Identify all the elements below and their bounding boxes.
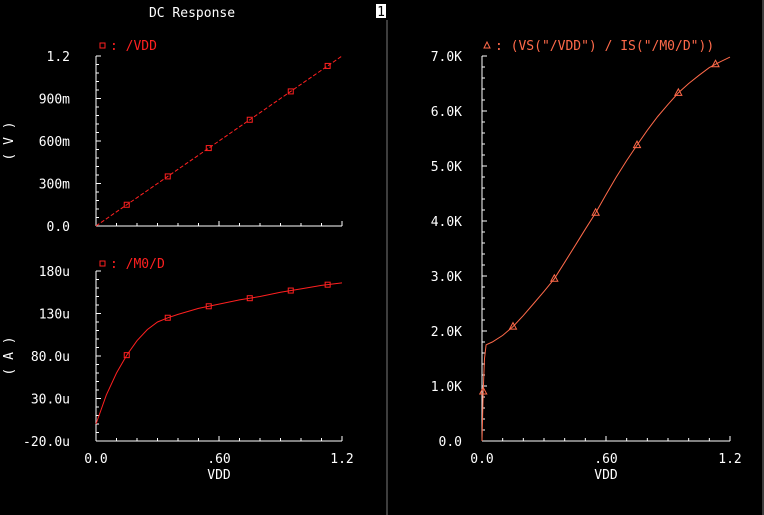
data-point-square — [324, 62, 331, 69]
data-point-square — [164, 173, 171, 180]
legend-square-marker — [99, 260, 106, 267]
legend-triangle-marker — [483, 40, 491, 49]
data-point-triangle — [478, 386, 488, 395]
y-tick-label: 900m — [39, 93, 70, 108]
y-tick-label: 30.0u — [31, 393, 70, 408]
data-point-triangle — [632, 140, 642, 149]
data-point-square — [205, 145, 212, 152]
y-tick-label: 5.0K — [431, 160, 462, 175]
data-point-square — [287, 287, 294, 294]
series-line — [481, 56, 731, 442]
y-tick-label: 0.0 — [47, 220, 70, 235]
y-tick-label: 300m — [39, 178, 70, 193]
legend-square-marker — [99, 42, 106, 49]
x-tick-label: .60 — [594, 452, 617, 467]
data-point-triangle — [591, 207, 601, 216]
subwindow-indicator[interactable]: 1 — [376, 4, 386, 20]
chart-top-left-vdd: 0.0 300m 600m 900m 1.2 ( V ) : /VDD — [2, 39, 343, 235]
data-point-triangle — [673, 87, 683, 96]
x-tick-label: .60 — [207, 452, 230, 467]
x-tick-label: 1.2 — [330, 452, 353, 467]
legend-label: : /M0/D — [110, 257, 165, 272]
y-tick-label: 2.0K — [431, 325, 462, 340]
x-tick-label: 1.2 — [718, 452, 741, 467]
data-point-square — [123, 201, 130, 208]
legend-label: : /VDD — [110, 39, 157, 54]
data-point-square — [205, 303, 212, 310]
data-point-square — [246, 116, 253, 123]
y-tick-label: 6.0K — [431, 105, 462, 120]
y-tick-label: 7.0K — [431, 50, 462, 65]
subwindow-indicator-label: 1 — [377, 5, 385, 20]
data-point-triangle — [549, 273, 559, 282]
window-title: DC Response — [149, 6, 235, 21]
chart-bottom-left-m0d: -20.0u 30.0u 80.0u 130u 180u 0.0 .60 1.2 VDD ( A … — [2, 257, 354, 483]
data-point-square — [123, 352, 130, 359]
y-tick-label: -20.0u — [23, 435, 70, 450]
y-tick-label: 1.2 — [47, 50, 70, 65]
y-tick-label: 180u — [39, 265, 70, 280]
x-tick-label: 0.0 — [84, 452, 107, 467]
data-point-square — [287, 88, 294, 95]
y-tick-label: 3.0K — [431, 270, 462, 285]
data-point-square — [246, 295, 253, 302]
x-axis-label: VDD — [594, 468, 618, 483]
data-point-triangle — [508, 321, 518, 330]
y-tick-label: 80.0u — [31, 350, 70, 365]
y-axis-label: ( A ) — [2, 336, 17, 375]
x-tick-label: 0.0 — [470, 452, 493, 467]
y-tick-label: 600m — [39, 135, 70, 150]
data-point-square — [324, 281, 331, 288]
legend-label: : (VS("/VDD") / IS("/M0/D")) — [495, 39, 714, 54]
y-tick-label: 1.0K — [431, 380, 462, 395]
y-axis-label: ( V ) — [2, 121, 17, 160]
y-tick-label: 4.0K — [431, 215, 462, 230]
x-axis-label: VDD — [207, 468, 231, 483]
data-point-square — [164, 314, 171, 321]
y-tick-label: 130u — [39, 308, 70, 323]
y-tick-label: 0.0 — [439, 435, 462, 450]
series-line — [95, 282, 343, 425]
chart-right-ratio: 0.0 1.0K 2.0K 3.0K 4.0K 5.0K 6.0K 7.0K 0.0 .60 1.2… — [431, 39, 742, 483]
data-point-triangle — [711, 59, 720, 68]
series-line — [95, 55, 343, 227]
